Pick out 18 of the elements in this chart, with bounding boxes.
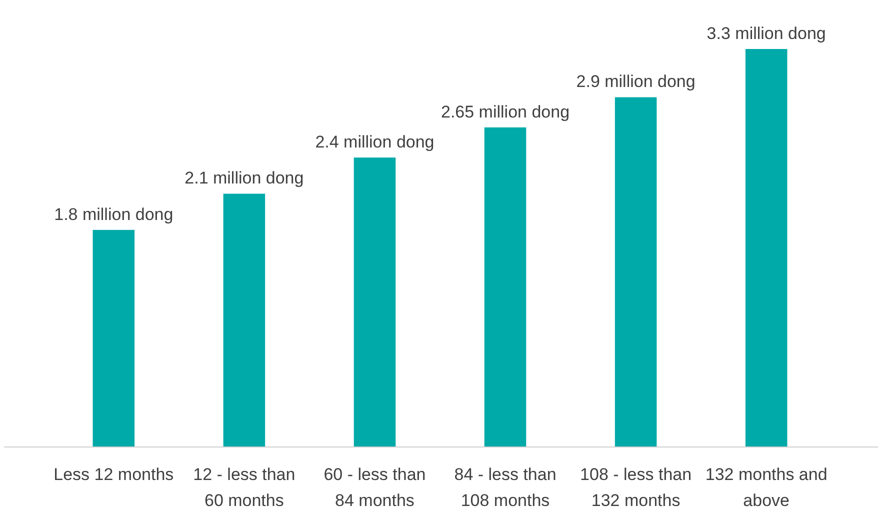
x-tick-label: 108 - less than 132 months <box>580 465 692 508</box>
data-label: 3.3 million dong <box>706 24 826 43</box>
data-label: 2.65 million dong <box>441 102 570 122</box>
data-label: 2.9 million dong <box>576 72 696 92</box>
x-tick-label: Less 12 months <box>54 465 174 484</box>
x-tick-label: 60 - less than 84 months <box>324 465 426 508</box>
data-label: 2.4 million dong <box>315 132 434 152</box>
x-tick-label: 12 - less than 60 months <box>193 465 296 508</box>
bar <box>354 158 396 447</box>
bar <box>745 49 788 447</box>
data-label: 2.1 million dong <box>184 168 304 188</box>
bar <box>92 230 135 447</box>
data-label: 1.8 million dong <box>54 204 174 224</box>
x-tick-label: 84 - less than 108 months <box>454 465 556 508</box>
x-tick-label: 132 months and above <box>705 465 828 508</box>
bar <box>223 194 266 447</box>
bar <box>614 97 657 447</box>
bar <box>484 127 526 447</box>
